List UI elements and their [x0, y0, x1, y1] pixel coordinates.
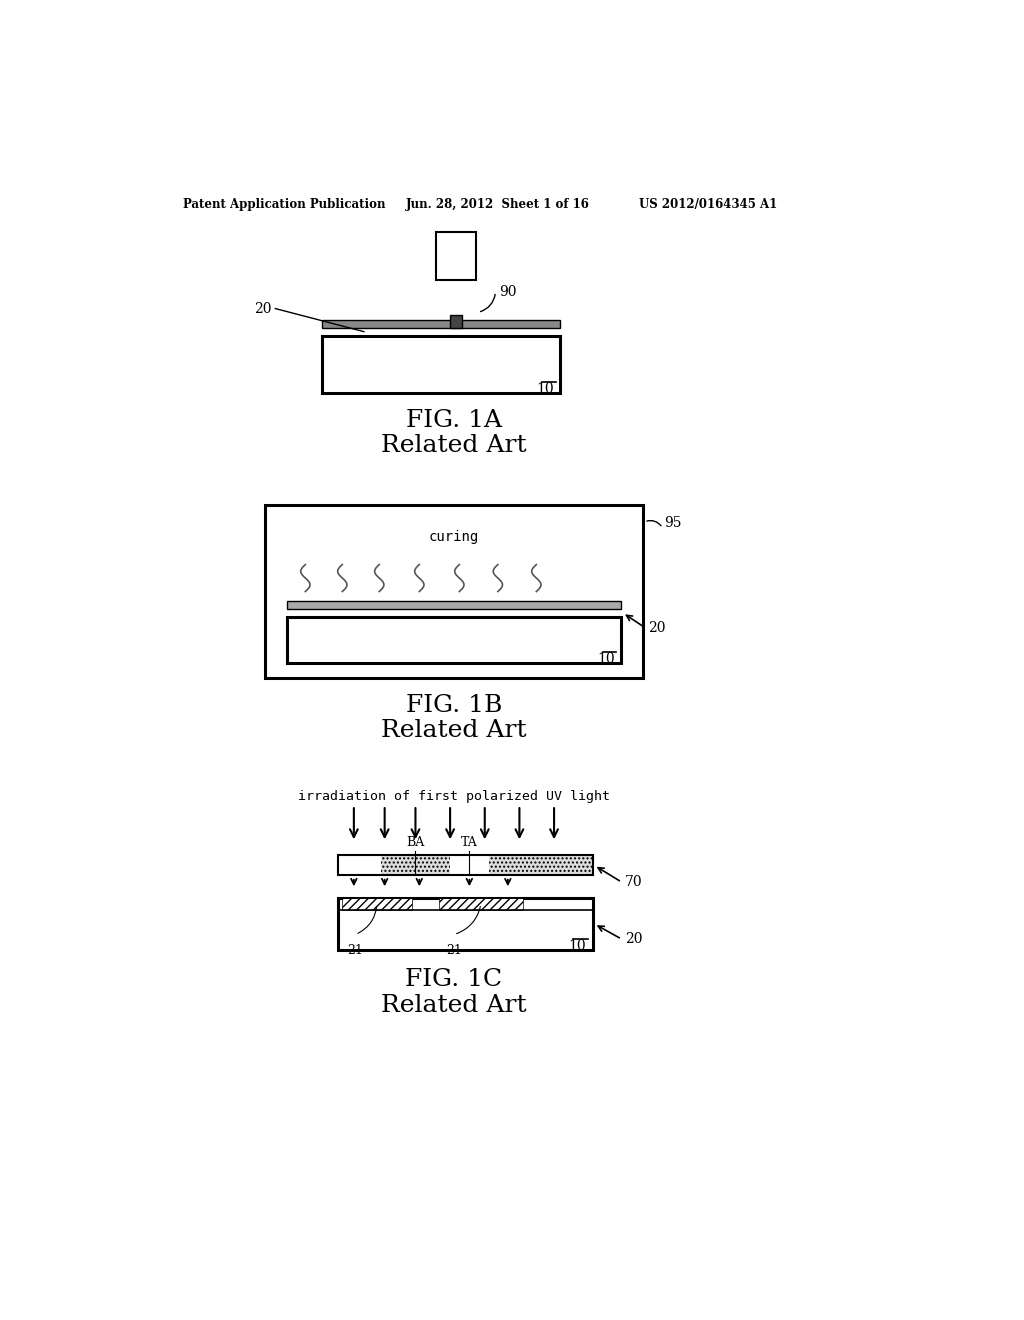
Text: 10: 10: [597, 652, 614, 667]
Bar: [322, 321, 560, 327]
Bar: [342, 898, 412, 909]
Bar: [436, 232, 476, 280]
Bar: [451, 315, 463, 327]
Bar: [287, 616, 621, 663]
Bar: [322, 335, 560, 393]
Text: curing: curing: [429, 529, 479, 544]
Bar: [488, 855, 593, 875]
Text: 21: 21: [347, 944, 364, 957]
Bar: [339, 898, 593, 909]
Text: 20: 20: [648, 622, 666, 635]
Text: Related Art: Related Art: [381, 994, 526, 1016]
Text: BA: BA: [407, 836, 425, 849]
Text: FIG. 1A: FIG. 1A: [406, 409, 502, 432]
Text: 20: 20: [254, 301, 271, 315]
Text: 20: 20: [625, 932, 642, 946]
Text: 21: 21: [446, 944, 462, 957]
Text: 95: 95: [665, 516, 682, 531]
Text: irradiation of first polarized UV light: irradiation of first polarized UV light: [298, 789, 610, 803]
Text: 10: 10: [568, 940, 587, 953]
Bar: [339, 855, 593, 875]
Text: 70: 70: [625, 875, 642, 890]
Text: FIG. 1B: FIG. 1B: [406, 693, 502, 717]
Text: Related Art: Related Art: [381, 434, 526, 457]
Text: Related Art: Related Art: [381, 719, 526, 742]
Text: TA: TA: [461, 836, 478, 849]
Text: FIG. 1C: FIG. 1C: [406, 969, 503, 991]
Bar: [339, 855, 593, 875]
Bar: [381, 855, 451, 875]
Bar: [287, 601, 621, 609]
Text: US 2012/0164345 A1: US 2012/0164345 A1: [639, 198, 777, 211]
Bar: [339, 898, 593, 950]
Text: 10: 10: [537, 383, 554, 396]
Bar: [265, 506, 643, 678]
Text: Patent Application Publication: Patent Application Publication: [183, 198, 385, 211]
Text: Jun. 28, 2012  Sheet 1 of 16: Jun. 28, 2012 Sheet 1 of 16: [407, 198, 590, 211]
Bar: [438, 898, 523, 909]
Text: 90: 90: [500, 285, 517, 298]
